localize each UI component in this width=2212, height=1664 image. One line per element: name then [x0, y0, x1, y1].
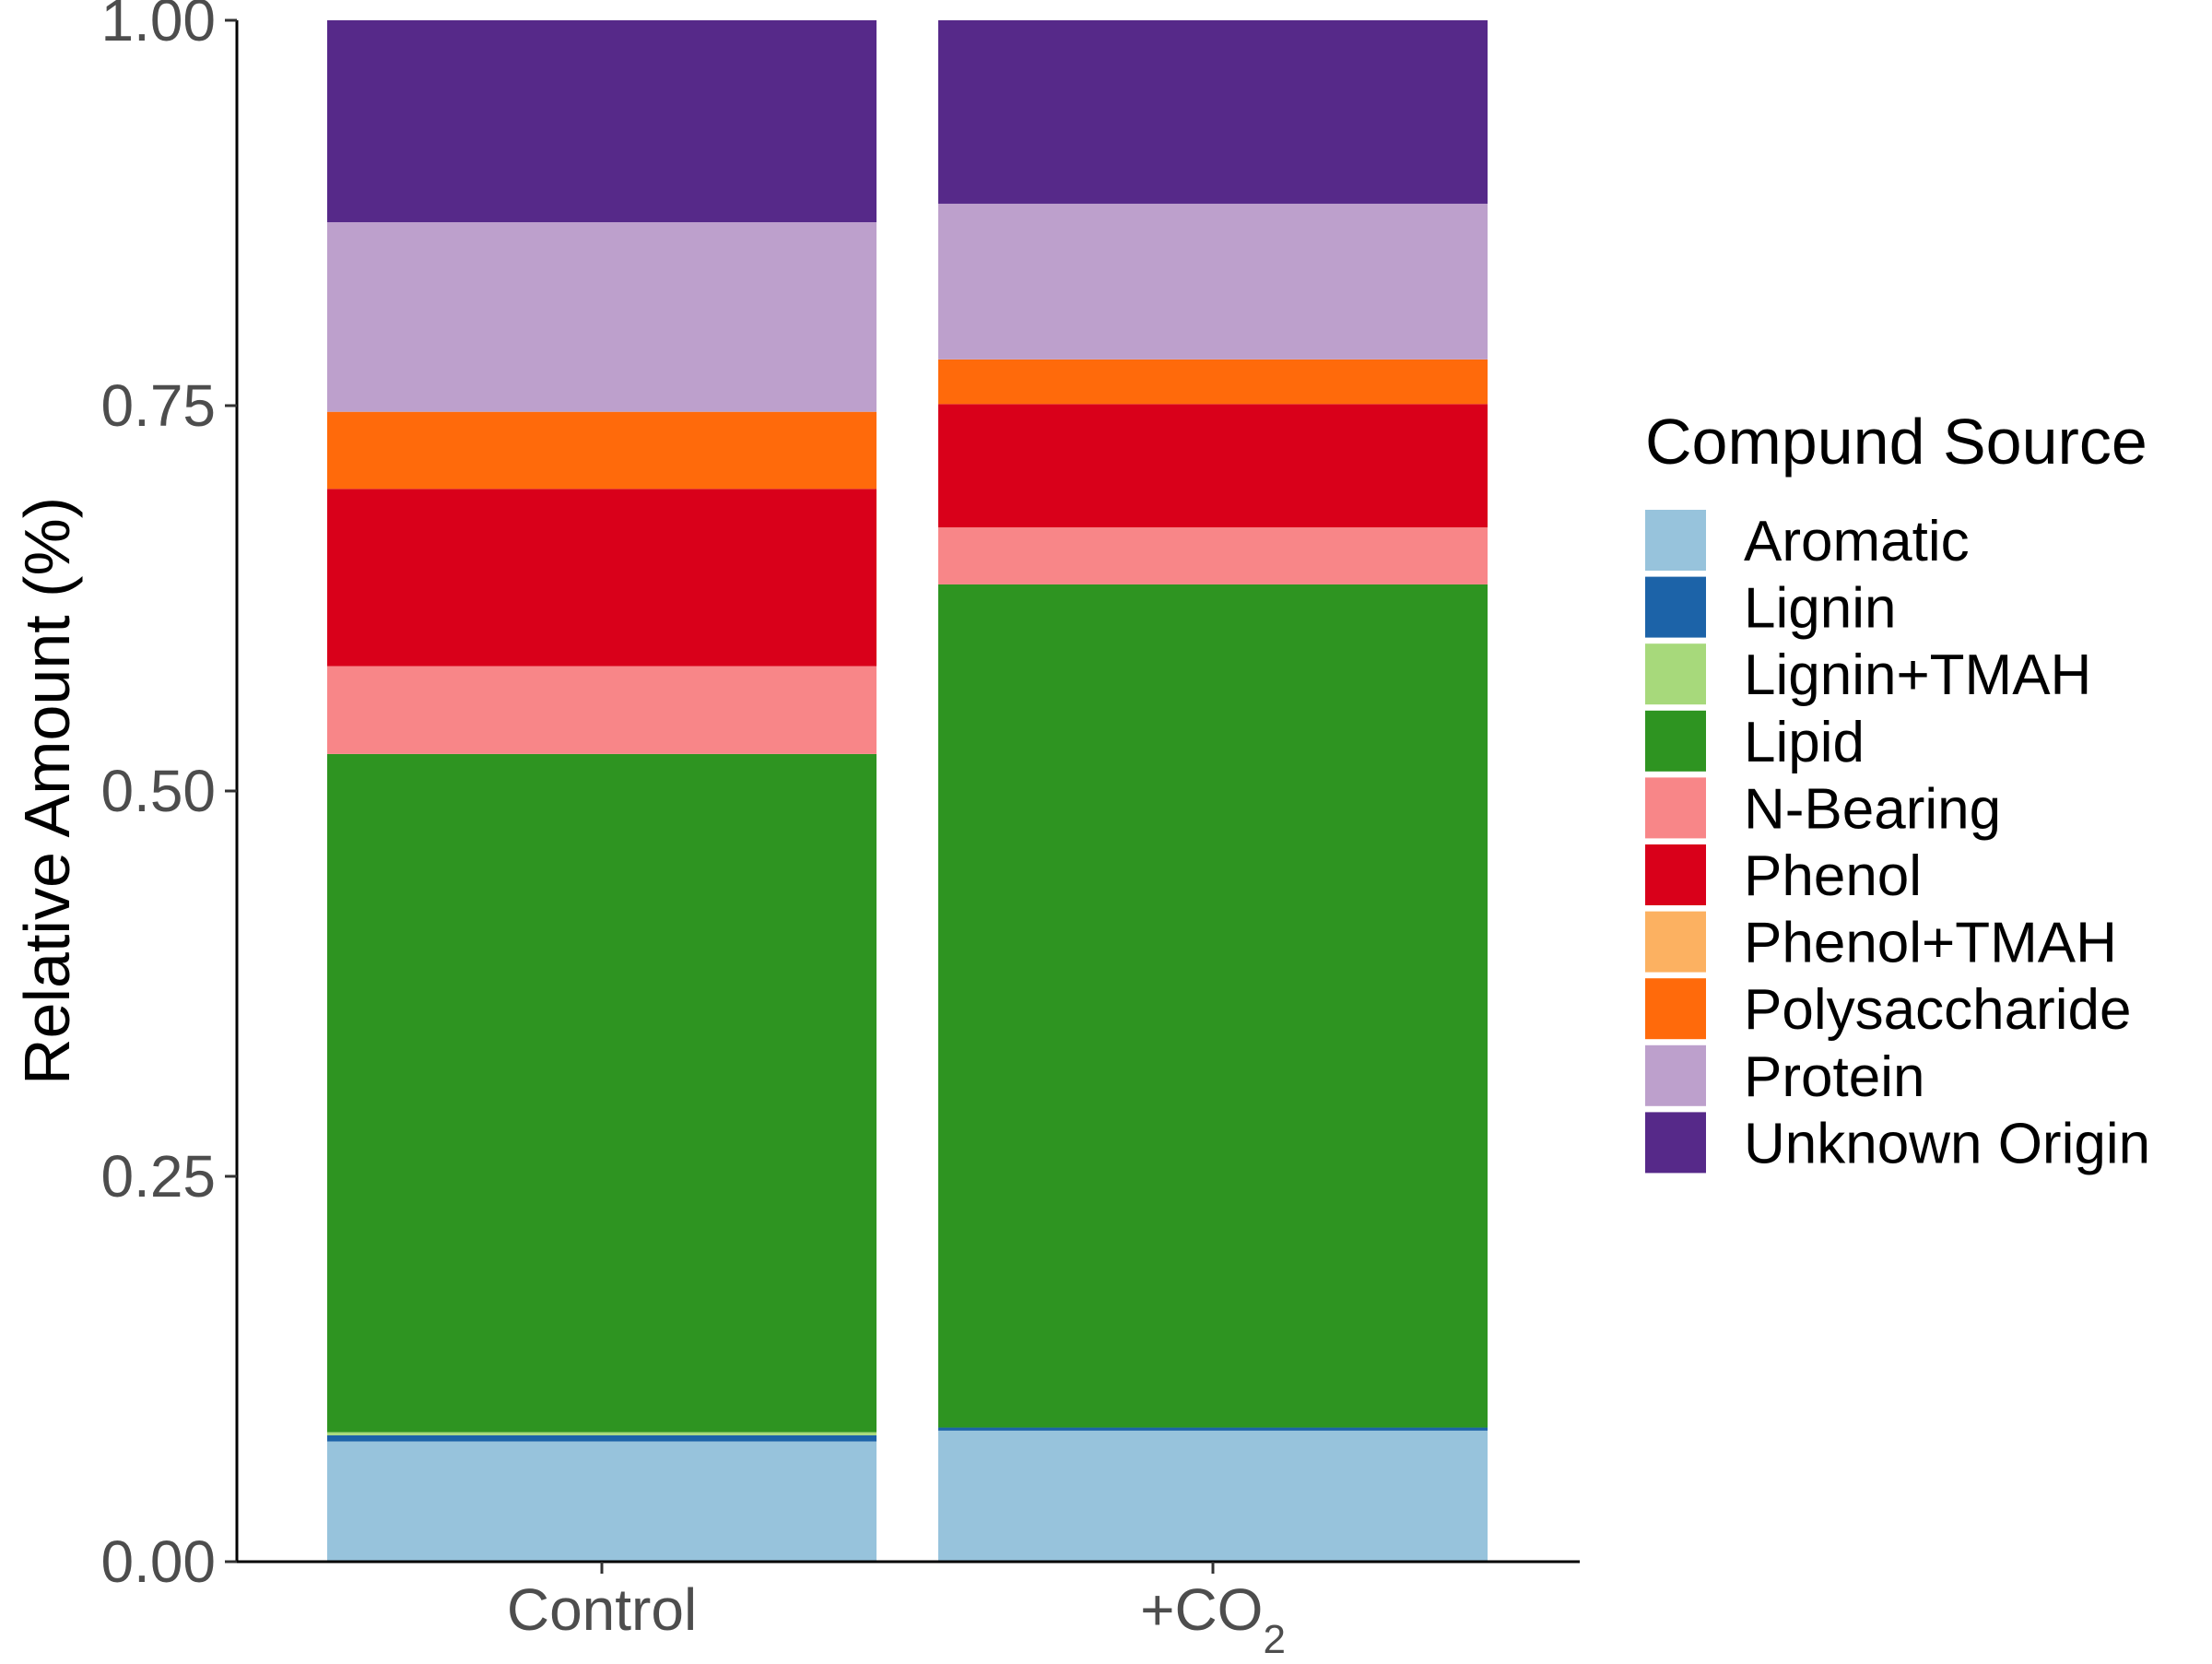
legend-key: [1645, 510, 1706, 571]
legend-key: [1645, 978, 1706, 1040]
bar-segment-0-4: [327, 666, 877, 754]
legend-label: Lignin+TMAH: [1744, 643, 2091, 707]
x-tick-label: Control: [507, 1576, 697, 1643]
legend-key: [1645, 710, 1706, 772]
legend: Compund Source AromaticLigninLignin+TMAH…: [1645, 406, 2150, 1175]
legend-key: [1645, 643, 1706, 705]
legend-label: Lignin: [1744, 577, 1896, 641]
bar-segment-1-9: [938, 20, 1488, 204]
bar-segment-1-8: [938, 203, 1488, 360]
bar-segment-1-0: [938, 1430, 1488, 1562]
bars-layer: [327, 20, 1488, 1562]
y-tick-label: 1.00: [100, 0, 216, 53]
bar-segment-1-5: [938, 404, 1488, 528]
legend-key: [1645, 844, 1706, 905]
bar-segment-1-3: [938, 584, 1488, 1428]
legend-key: [1645, 1044, 1706, 1106]
bar-segment-0-7: [327, 411, 877, 490]
bar-segment-1-7: [938, 359, 1488, 405]
legend-title: Compund Source: [1645, 406, 2147, 478]
x-tick-label: +CO2: [1140, 1576, 1286, 1659]
bar-segment-0-5: [327, 489, 877, 667]
legend-label: Aromatic: [1744, 510, 1970, 573]
bar-segment-1-4: [938, 527, 1488, 584]
y-ticks: 0.00 0.25 0.50 0.75 1.00: [100, 0, 237, 1595]
bar-segment-0-0: [327, 1441, 877, 1562]
y-tick-label: 0.75: [100, 372, 216, 439]
legend-label: Phenol+TMAH: [1744, 912, 2117, 975]
y-tick-label: 0.50: [100, 758, 216, 824]
bar-segment-0-9: [327, 20, 877, 223]
legend-label: Phenol: [1744, 844, 1922, 908]
bar-segment-0-1: [327, 1434, 877, 1442]
legend-label: N-Bearing: [1744, 777, 2001, 841]
y-tick-label: 0.25: [100, 1143, 216, 1210]
bar-segment-0-3: [327, 753, 877, 1433]
legend-label: Unknown Origin: [1744, 1112, 2150, 1175]
x-ticks: Control +CO2: [507, 1562, 1286, 1662]
legend-label: Polysaccharide: [1744, 978, 2131, 1042]
legend-label: Lipid: [1744, 711, 1865, 774]
y-tick-label: 0.00: [100, 1528, 216, 1595]
legend-key: [1645, 777, 1706, 839]
legend-key: [1645, 911, 1706, 973]
bar-segment-0-8: [327, 222, 877, 412]
legend-key: [1645, 1112, 1706, 1174]
y-axis-title: Relative Amount (%): [11, 497, 83, 1085]
legend-key: [1645, 576, 1706, 638]
bar-segment-1-1: [938, 1427, 1488, 1431]
bar-segment-0-2: [327, 1432, 877, 1435]
legend-label: Protein: [1744, 1045, 1924, 1109]
